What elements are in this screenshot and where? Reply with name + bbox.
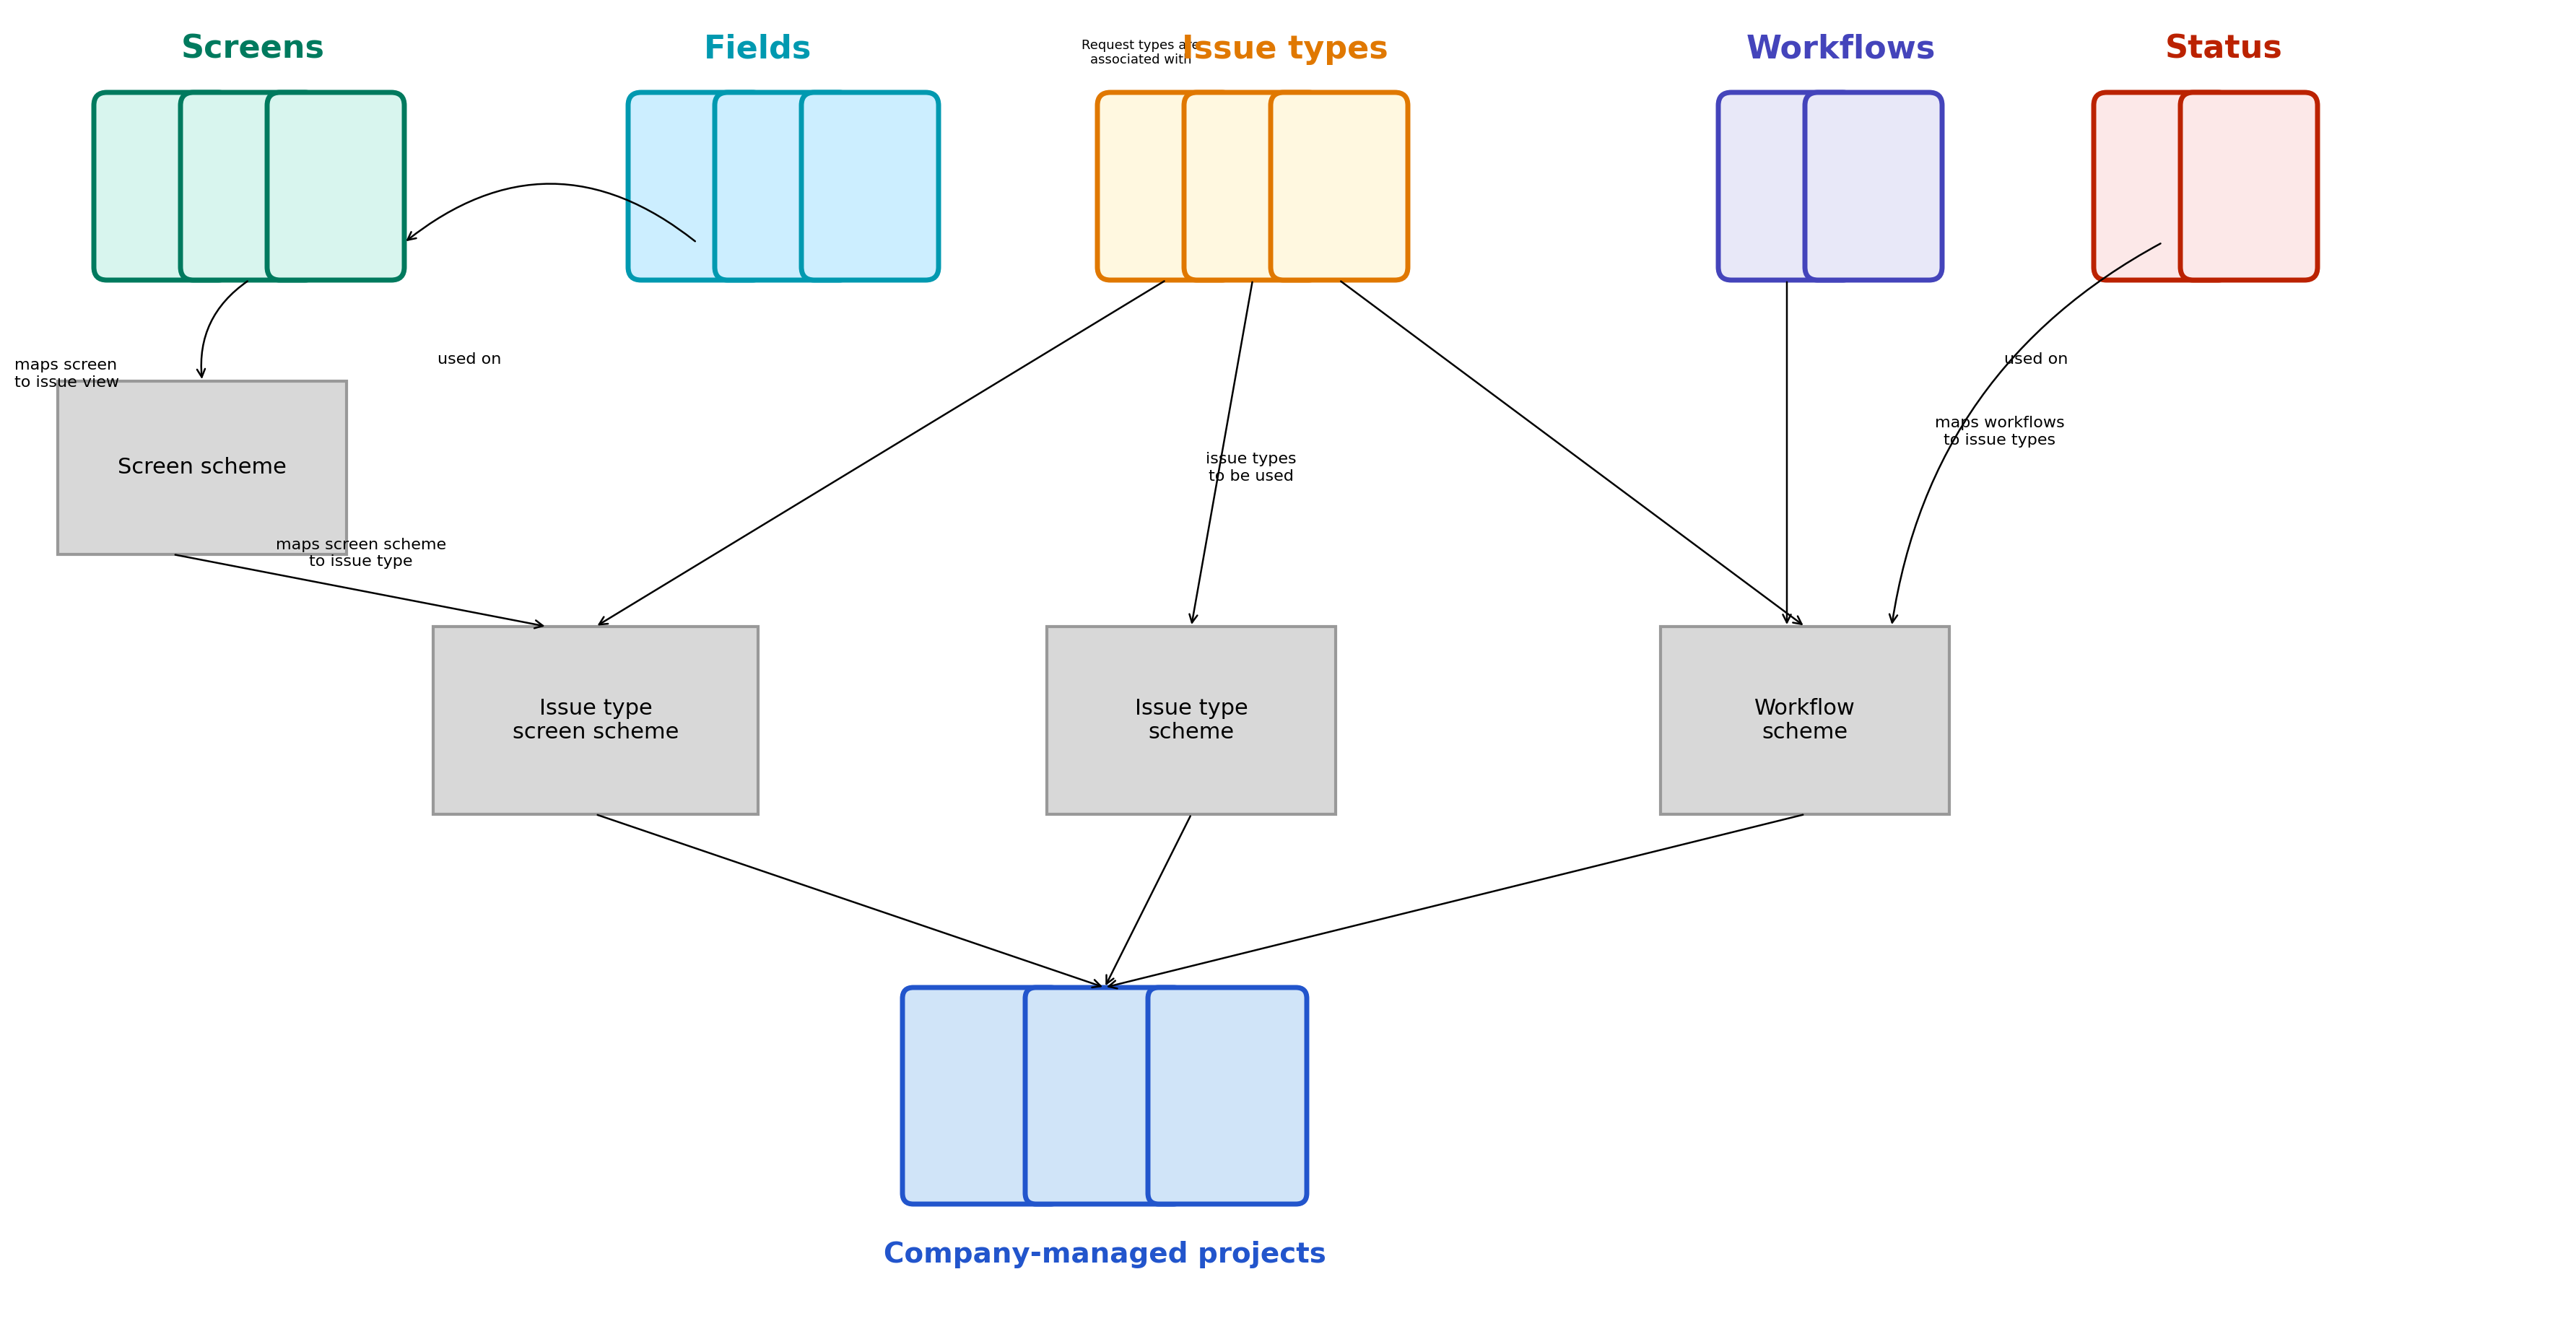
Text: Request types are
associated with: Request types are associated with: [1082, 39, 1200, 67]
FancyBboxPatch shape: [1149, 987, 1306, 1205]
FancyBboxPatch shape: [1046, 627, 1334, 814]
FancyBboxPatch shape: [2094, 92, 2231, 280]
FancyBboxPatch shape: [1097, 92, 1234, 280]
Text: used on: used on: [438, 352, 502, 367]
Text: Workflows: Workflows: [1747, 33, 1935, 64]
Text: maps screen
to issue view: maps screen to issue view: [15, 359, 118, 390]
Text: Screens: Screens: [180, 33, 325, 64]
FancyBboxPatch shape: [180, 92, 317, 280]
FancyBboxPatch shape: [433, 627, 757, 814]
Text: Fields: Fields: [703, 33, 811, 64]
FancyBboxPatch shape: [1025, 987, 1185, 1205]
Text: Status: Status: [2164, 33, 2282, 64]
Text: used on: used on: [2004, 352, 2069, 367]
FancyBboxPatch shape: [629, 92, 765, 280]
Text: Issue type
screen scheme: Issue type screen scheme: [513, 698, 680, 743]
FancyBboxPatch shape: [1270, 92, 1409, 280]
Text: Screen scheme: Screen scheme: [118, 458, 286, 478]
FancyBboxPatch shape: [902, 987, 1061, 1205]
Text: Workflow
scheme: Workflow scheme: [1754, 698, 1855, 743]
FancyBboxPatch shape: [2179, 92, 2318, 280]
FancyBboxPatch shape: [1718, 92, 1855, 280]
FancyBboxPatch shape: [268, 92, 404, 280]
Text: Company-managed projects: Company-managed projects: [884, 1241, 1327, 1269]
Text: issue types
to be used: issue types to be used: [1206, 452, 1296, 483]
FancyBboxPatch shape: [801, 92, 938, 280]
FancyBboxPatch shape: [1806, 92, 1942, 280]
FancyBboxPatch shape: [1662, 627, 1950, 814]
Text: Issue type
scheme: Issue type scheme: [1133, 698, 1247, 743]
Text: maps screen scheme
to issue type: maps screen scheme to issue type: [276, 538, 446, 568]
FancyBboxPatch shape: [1185, 92, 1321, 280]
Text: Issue types: Issue types: [1182, 33, 1388, 64]
FancyBboxPatch shape: [714, 92, 853, 280]
Text: maps workflows
to issue types: maps workflows to issue types: [1935, 416, 2063, 447]
FancyBboxPatch shape: [57, 382, 348, 555]
FancyBboxPatch shape: [93, 92, 232, 280]
